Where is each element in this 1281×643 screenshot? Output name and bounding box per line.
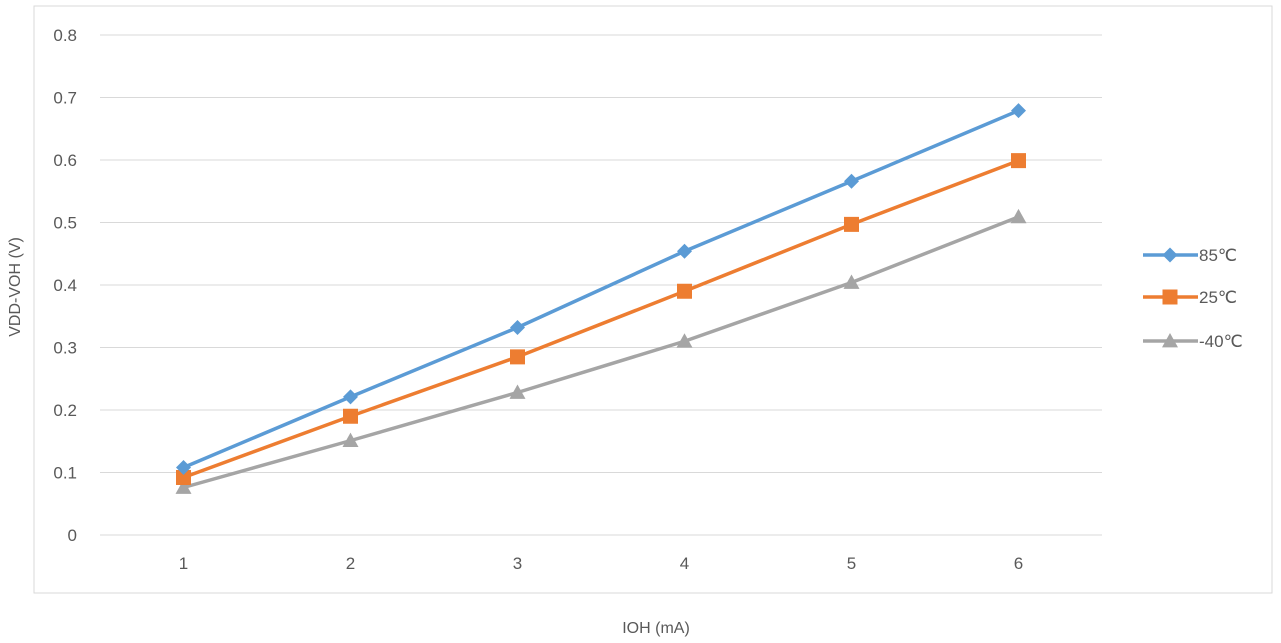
legend-item: 25℃ bbox=[1143, 288, 1237, 307]
legend-item: 85℃ bbox=[1143, 246, 1237, 265]
x-axis-title: IOH (mA) bbox=[622, 620, 690, 637]
data-point bbox=[1011, 103, 1026, 119]
legend-marker bbox=[1162, 333, 1178, 348]
legend: 85℃ 25℃ -40℃ bbox=[1143, 246, 1243, 351]
y-tick-label: 0.4 bbox=[53, 276, 77, 295]
data-point bbox=[342, 432, 359, 448]
y-tick-label: 0.5 bbox=[53, 214, 77, 233]
y-tick-label: 0.7 bbox=[53, 89, 77, 108]
data-point bbox=[175, 479, 192, 494]
y-axis-title: VDD-VOH (V) bbox=[7, 237, 24, 337]
data-point bbox=[1010, 208, 1027, 224]
legend-item: -40℃ bbox=[1143, 332, 1243, 351]
data-point bbox=[510, 349, 525, 365]
y-tick-label: 0.1 bbox=[53, 464, 77, 483]
x-tick-label: 6 bbox=[1014, 554, 1023, 573]
x-tick-label: 4 bbox=[680, 554, 689, 573]
series-2 bbox=[176, 153, 1026, 485]
y-tick-label: 0.3 bbox=[53, 339, 77, 358]
x-tick-label: 5 bbox=[847, 554, 856, 573]
series-1 bbox=[176, 103, 1026, 475]
series-line bbox=[181, 158, 1021, 480]
data-point bbox=[176, 470, 191, 485]
series-group bbox=[175, 103, 1027, 494]
series-line bbox=[181, 108, 1021, 470]
x-tick-labels: 1 2 3 4 5 6 bbox=[179, 554, 1023, 573]
series-line bbox=[181, 215, 1021, 490]
data-point bbox=[176, 460, 191, 475]
data-point bbox=[343, 408, 358, 424]
x-tick-label: 3 bbox=[513, 554, 522, 573]
data-point bbox=[844, 173, 859, 189]
y-tick-label: 0.2 bbox=[53, 401, 77, 420]
chart-area-border bbox=[33, 5, 1273, 594]
data-point bbox=[343, 389, 358, 405]
data-point bbox=[509, 384, 526, 399]
legend-marker bbox=[1162, 247, 1178, 263]
series-3 bbox=[175, 208, 1027, 494]
y-tick-labels: 0 0.1 0.2 0.3 0.4 0.5 0.6 0.7 0.8 bbox=[53, 26, 77, 545]
legend-label: -40℃ bbox=[1199, 332, 1243, 351]
gridlines bbox=[100, 34, 1102, 536]
legend-label: 85℃ bbox=[1199, 246, 1237, 265]
data-point bbox=[510, 320, 525, 335]
data-point bbox=[843, 274, 860, 289]
data-point bbox=[1011, 153, 1026, 169]
y-tick-label: 0.8 bbox=[53, 26, 77, 45]
legend-label: 25℃ bbox=[1199, 288, 1237, 307]
x-tick-label: 2 bbox=[346, 554, 355, 573]
x-tick-label: 1 bbox=[179, 554, 188, 573]
data-point bbox=[676, 333, 693, 348]
y-tick-label: 0.6 bbox=[53, 151, 77, 170]
legend-marker bbox=[1162, 289, 1178, 305]
data-point bbox=[677, 283, 692, 299]
data-point bbox=[844, 216, 859, 232]
data-point bbox=[677, 243, 692, 259]
y-tick-label: 0 bbox=[68, 526, 77, 545]
